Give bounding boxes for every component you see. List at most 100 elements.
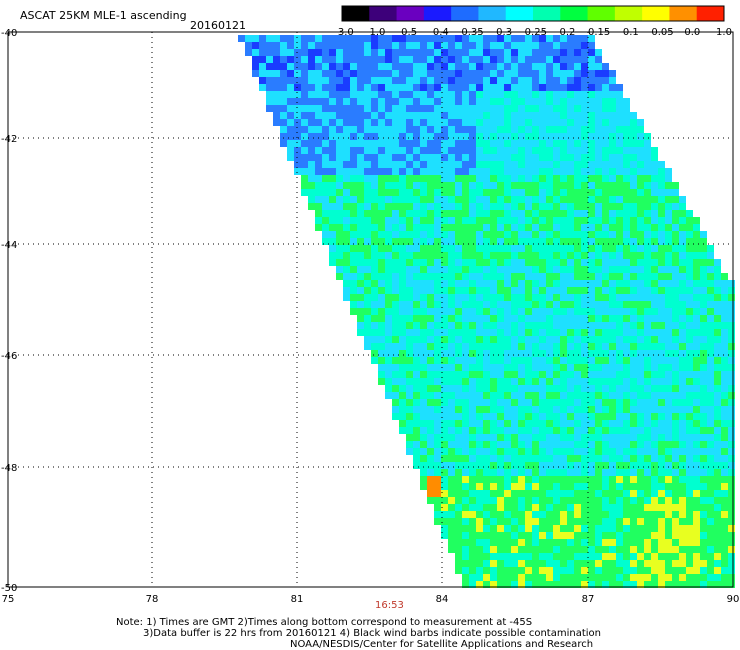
swath-cell xyxy=(455,364,462,371)
swath-cell xyxy=(427,364,434,371)
swath-cell xyxy=(658,462,665,469)
swath-cell xyxy=(385,140,392,147)
swath-cell xyxy=(476,406,483,413)
swath-cell xyxy=(525,231,532,238)
swath-cell xyxy=(658,413,665,420)
swath-cell xyxy=(364,42,371,49)
swath-cell xyxy=(336,35,343,42)
swath-cell xyxy=(427,98,434,105)
swath-cell xyxy=(427,350,434,357)
swath-cell xyxy=(525,266,532,273)
swath-cell xyxy=(644,224,651,231)
swath-cell xyxy=(665,266,672,273)
swath-cell xyxy=(469,266,476,273)
swath-cell xyxy=(490,84,497,91)
swath-cell xyxy=(420,203,427,210)
swath-cell xyxy=(539,210,546,217)
swath-cell xyxy=(609,231,616,238)
swath-cell xyxy=(546,91,553,98)
swath-cell xyxy=(511,385,518,392)
swath-cell xyxy=(560,511,567,518)
swath-cell xyxy=(385,273,392,280)
swath-cell xyxy=(343,119,350,126)
swath-cell xyxy=(483,217,490,224)
swath-cell xyxy=(686,441,693,448)
swath-cell xyxy=(609,322,616,329)
swath-cell xyxy=(497,273,504,280)
swath-cell xyxy=(623,546,630,553)
swath-cell xyxy=(497,42,504,49)
swath-cell xyxy=(567,168,574,175)
swath-cell xyxy=(315,49,322,56)
swath-cell xyxy=(462,476,469,483)
swath-cell xyxy=(455,70,462,77)
swath-cell xyxy=(357,168,364,175)
swath-cell xyxy=(546,182,553,189)
swath-cell xyxy=(427,280,434,287)
swath-cell xyxy=(686,420,693,427)
swath-cell xyxy=(455,224,462,231)
swath-cell xyxy=(413,280,420,287)
swath-cell xyxy=(364,287,371,294)
swath-cell xyxy=(294,126,301,133)
swath-cell xyxy=(462,497,469,504)
swath-cell xyxy=(357,294,364,301)
swath-cell xyxy=(658,539,665,546)
swath-cell xyxy=(441,301,448,308)
swath-cell xyxy=(700,462,707,469)
swath-cell xyxy=(525,133,532,140)
swath-cell xyxy=(462,63,469,70)
swath-cell xyxy=(504,77,511,84)
swath-cell xyxy=(266,35,273,42)
swath-cell xyxy=(665,210,672,217)
swath-cell xyxy=(518,224,525,231)
swath-cell xyxy=(679,553,686,560)
swath-cell xyxy=(700,434,707,441)
swath-cell xyxy=(497,357,504,364)
swath-cell xyxy=(672,560,679,567)
swath-cell xyxy=(616,532,623,539)
swath-cell xyxy=(483,77,490,84)
swath-cell xyxy=(721,371,728,378)
swath-cell xyxy=(553,525,560,532)
swath-cell xyxy=(476,462,483,469)
swath-cell xyxy=(700,301,707,308)
swath-cell xyxy=(350,140,357,147)
swath-cell xyxy=(567,322,574,329)
swath-cell xyxy=(273,56,280,63)
swath-cell xyxy=(413,98,420,105)
swath-cell xyxy=(469,511,476,518)
swath-cell xyxy=(637,511,644,518)
swath-cell xyxy=(469,441,476,448)
swath-cell xyxy=(378,168,385,175)
swath-cell xyxy=(560,525,567,532)
swath-cell xyxy=(623,413,630,420)
swath-cell xyxy=(588,427,595,434)
swath-cell xyxy=(707,504,714,511)
swath-cell xyxy=(644,189,651,196)
swath-cell xyxy=(504,147,511,154)
swath-cell xyxy=(609,518,616,525)
swath-cell xyxy=(700,553,707,560)
swath-cell xyxy=(420,154,427,161)
swath-cell xyxy=(637,357,644,364)
swath-cell xyxy=(546,399,553,406)
swath-cell xyxy=(602,168,609,175)
swath-cell xyxy=(392,42,399,49)
swath-cell xyxy=(420,196,427,203)
swath-cell xyxy=(511,112,518,119)
swath-cell xyxy=(476,259,483,266)
swath-cell xyxy=(462,532,469,539)
swath-cell xyxy=(259,77,266,84)
swath-cell xyxy=(350,119,357,126)
swath-cell xyxy=(672,378,679,385)
swath-cell xyxy=(483,546,490,553)
swath-cell xyxy=(630,133,637,140)
swath-cell xyxy=(511,210,518,217)
swath-cell xyxy=(609,371,616,378)
swath-cell xyxy=(399,343,406,350)
swath-cell xyxy=(315,140,322,147)
swath-cell xyxy=(616,147,623,154)
swath-cell xyxy=(420,399,427,406)
